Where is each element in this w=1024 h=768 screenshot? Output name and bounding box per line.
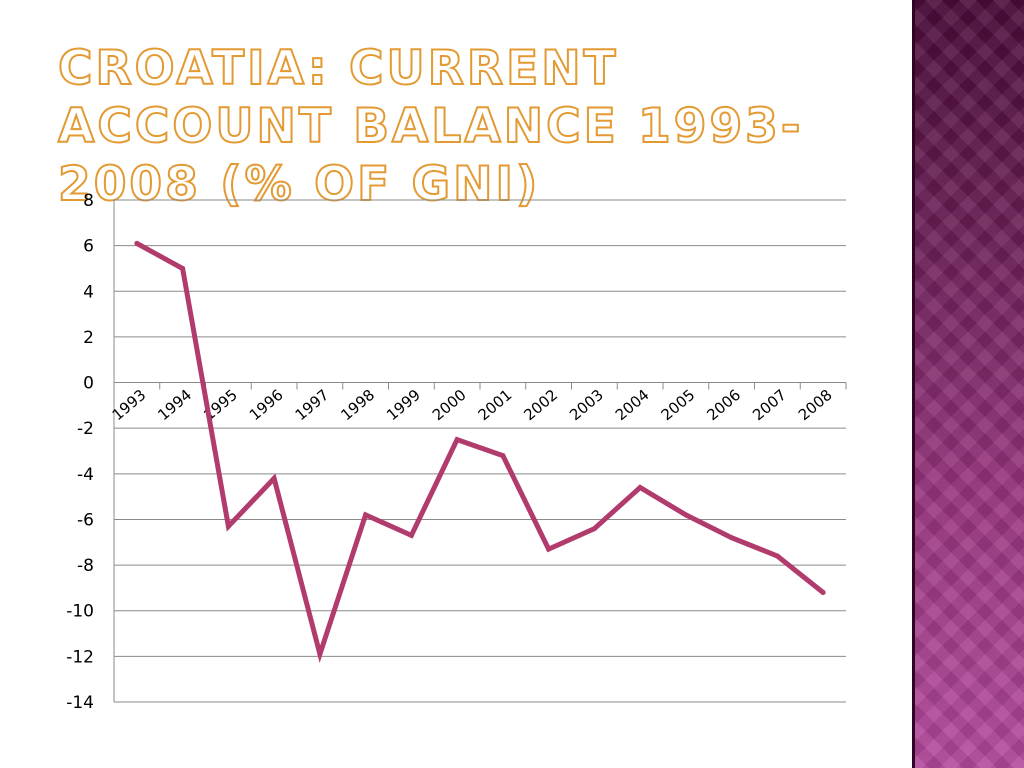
y-tick-label: 0 xyxy=(83,374,94,394)
x-category-label: 1998 xyxy=(337,386,378,424)
x-category-label: 1993 xyxy=(109,386,150,424)
y-tick-label: 6 xyxy=(83,237,94,257)
y-tick-label: 2 xyxy=(83,328,94,348)
data-point xyxy=(820,589,826,595)
data-point xyxy=(637,485,643,491)
data-point xyxy=(225,523,231,529)
y-tick-label: -2 xyxy=(77,419,94,439)
x-category-label: 2006 xyxy=(703,386,744,424)
y-tick-label: -12 xyxy=(66,647,94,667)
slide-title: Croatia: current account balance 1993-20… xyxy=(57,40,804,213)
y-tick-label: -14 xyxy=(66,693,94,713)
y-tick-label: -6 xyxy=(77,510,94,530)
data-point xyxy=(729,535,735,541)
y-tick-label: 4 xyxy=(83,282,94,302)
data-point xyxy=(774,553,780,559)
data-point xyxy=(591,526,597,532)
data-point xyxy=(180,265,186,271)
data-point xyxy=(683,512,689,518)
x-category-label: 1994 xyxy=(154,386,195,424)
x-category-labels: 1993 1994 1995 1996 1997 1998 1999 2000 2001 2002… xyxy=(109,386,836,424)
data-point xyxy=(363,512,369,518)
data-point xyxy=(134,240,140,246)
y-tick-label: -4 xyxy=(77,465,94,485)
side-panel-edge xyxy=(912,0,915,768)
x-category-label: 2001 xyxy=(475,386,516,424)
data-point xyxy=(408,532,414,538)
x-category-label: 2005 xyxy=(658,386,699,424)
x-category-label: 2008 xyxy=(795,386,836,424)
grid-lines xyxy=(114,199,846,703)
data-point xyxy=(271,475,277,481)
y-tick-label: 8 xyxy=(83,191,94,211)
x-category-label: 2002 xyxy=(520,386,561,424)
x-category-label: 2003 xyxy=(566,386,607,424)
data-point xyxy=(500,453,506,459)
y-tick-label: -10 xyxy=(66,602,94,622)
series-group xyxy=(134,240,826,663)
axes xyxy=(113,200,847,702)
y-tick-label: -8 xyxy=(77,556,94,576)
x-category-label: 1996 xyxy=(246,386,287,424)
data-point xyxy=(546,546,552,552)
data-point xyxy=(454,437,460,443)
series-line xyxy=(134,240,826,663)
data-point xyxy=(317,651,323,657)
x-category-label: 2000 xyxy=(429,386,470,424)
x-category-label: 2007 xyxy=(749,386,790,424)
line-chart: 8 6 4 2 0 -2 -4 -6 -8 -10 -12 -14 1993 1994 1995 1996 1… xyxy=(66,191,847,713)
decorative-side-panel xyxy=(912,0,1024,768)
x-category-label: 1997 xyxy=(292,386,333,424)
x-category-label: 2004 xyxy=(612,386,653,424)
x-category-label: 1999 xyxy=(383,386,424,424)
y-tick-labels: 8 6 4 2 0 -2 -4 -6 -8 -10 -12 -14 xyxy=(66,191,94,713)
